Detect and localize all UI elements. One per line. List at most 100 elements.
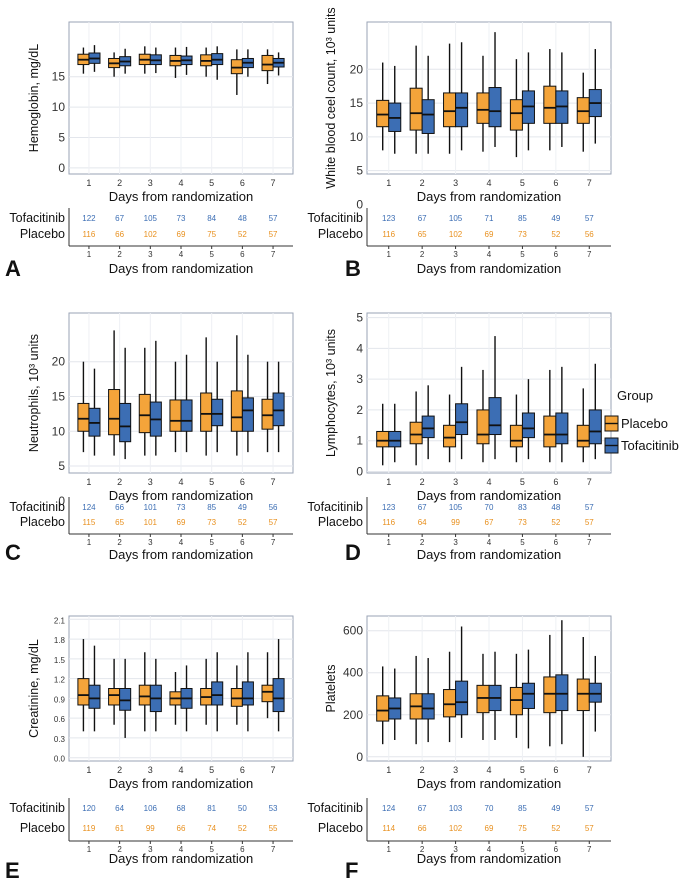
risk-x-tick-label: 1 <box>386 845 391 854</box>
risk-count: 69 <box>485 230 494 239</box>
risk-x-tick-label: 4 <box>179 845 184 854</box>
risk-count: 66 <box>418 824 427 833</box>
risk-x-tick-label: 5 <box>209 250 214 259</box>
risk-count: 120 <box>82 804 96 813</box>
risk-count: 71 <box>485 214 494 223</box>
risk-count: 52 <box>551 230 560 239</box>
box-body <box>119 402 132 443</box>
y-tick-label: 15 <box>350 96 364 110</box>
risk-x-tick-label: 3 <box>148 250 153 259</box>
box-body <box>388 430 402 448</box>
risk-count: 99 <box>146 824 155 833</box>
panel-E: 0.0 0.3 0.6 0.9 1.2 1.5 1.8 2.1 Creatinine, mg/d… <box>5 615 294 882</box>
box-body <box>521 412 535 439</box>
x-tick-label: 2 <box>117 765 122 775</box>
panel-letter: B <box>345 256 361 281</box>
box-tofacitinib-day-4 <box>488 32 502 147</box>
box-tofacitinib-day-6 <box>241 354 254 453</box>
risk-count: 57 <box>585 214 594 223</box>
x-tick-label: 1 <box>386 178 391 188</box>
box-body <box>576 424 590 448</box>
x-tick-label: 6 <box>553 477 558 487</box>
box-body <box>88 684 101 709</box>
box-body <box>543 85 557 124</box>
box-body <box>261 398 274 430</box>
box-body <box>476 92 490 124</box>
panel-letter: D <box>345 540 361 565</box>
box-body <box>376 695 390 722</box>
risk-count: 52 <box>238 824 247 833</box>
box-body <box>509 99 523 131</box>
risk-count: 102 <box>449 230 463 239</box>
risk-table-xlabel: Days from randomization <box>109 851 254 866</box>
box-body <box>476 409 490 445</box>
risk-count: 105 <box>449 503 463 512</box>
x-tick-label: 4 <box>486 477 491 487</box>
y-tick-label: 600 <box>343 624 363 638</box>
x-tick-label: 4 <box>486 765 491 775</box>
y-tick-label: 10 <box>52 424 66 438</box>
y-tick-label: 15 <box>52 70 66 84</box>
x-tick-label: 3 <box>148 178 153 188</box>
risk-count: 103 <box>449 804 463 813</box>
box-placebo-day-3 <box>443 394 457 463</box>
risk-count: 105 <box>144 214 158 223</box>
risk-count: 101 <box>144 518 158 527</box>
risk-count: 83 <box>518 503 527 512</box>
risk-x-tick-label: 6 <box>554 845 559 854</box>
risk-table-xlabel: Days from randomization <box>109 547 254 562</box>
box-tofacitinib-day-7 <box>272 639 285 732</box>
x-tick-label: 3 <box>453 765 458 775</box>
x-tick-label: 1 <box>86 178 91 188</box>
risk-count: 66 <box>115 503 124 512</box>
y-tick-label: 0 <box>356 464 363 478</box>
risk-x-tick-label: 7 <box>587 538 592 547</box>
risk-count: 69 <box>485 824 494 833</box>
box-body <box>261 54 274 72</box>
x-tick-label: 1 <box>386 477 391 487</box>
risk-x-tick-label: 1 <box>87 250 92 259</box>
box-body <box>588 682 602 703</box>
box-body <box>77 678 90 706</box>
risk-count: 66 <box>177 824 186 833</box>
box-placebo-day-2 <box>108 330 121 456</box>
risk-count: 52 <box>551 518 560 527</box>
risk-count: 81 <box>207 804 216 813</box>
box-body <box>230 390 243 432</box>
risk-count: 65 <box>115 518 124 527</box>
x-tick-label: 1 <box>86 765 91 775</box>
y-axis-label: Creatinine, mg/dL <box>27 639 41 738</box>
box-body <box>443 689 457 718</box>
box-body <box>576 678 590 712</box>
box-placebo-day-2 <box>409 655 423 745</box>
risk-x-tick-label: 6 <box>240 845 245 854</box>
x-tick-label: 7 <box>271 178 276 188</box>
box-placebo-day-5 <box>509 59 523 158</box>
y-tick-label: 20 <box>52 355 66 369</box>
risk-x-tick-label: 2 <box>420 538 425 547</box>
box-tofacitinib-day-5 <box>211 46 224 80</box>
risk-count: 116 <box>382 518 395 527</box>
y-tick-label: 0.6 <box>54 715 66 724</box>
box-body <box>421 415 435 439</box>
x-tick-label: 4 <box>486 178 491 188</box>
legend-label: Tofacitinib <box>621 438 679 453</box>
box-body <box>443 424 457 448</box>
risk-x-tick-label: 3 <box>148 538 153 547</box>
box-body <box>588 409 602 445</box>
risk-table-row-label: Tofacitinib <box>9 211 65 225</box>
x-tick-label: 6 <box>240 765 245 775</box>
y-axis-label: Hemoglobin, mg/dL <box>27 44 41 152</box>
box-tofacitinib-day-7 <box>272 52 285 76</box>
box-tofacitinib-day-2 <box>119 347 132 460</box>
box-tofacitinib-day-1 <box>88 45 101 72</box>
box-body <box>211 398 224 427</box>
y-tick-label: 5 <box>356 311 363 325</box>
box-placebo-day-2 <box>108 658 121 725</box>
x-tick-label: 2 <box>420 178 425 188</box>
x-tick-label: 2 <box>420 765 425 775</box>
